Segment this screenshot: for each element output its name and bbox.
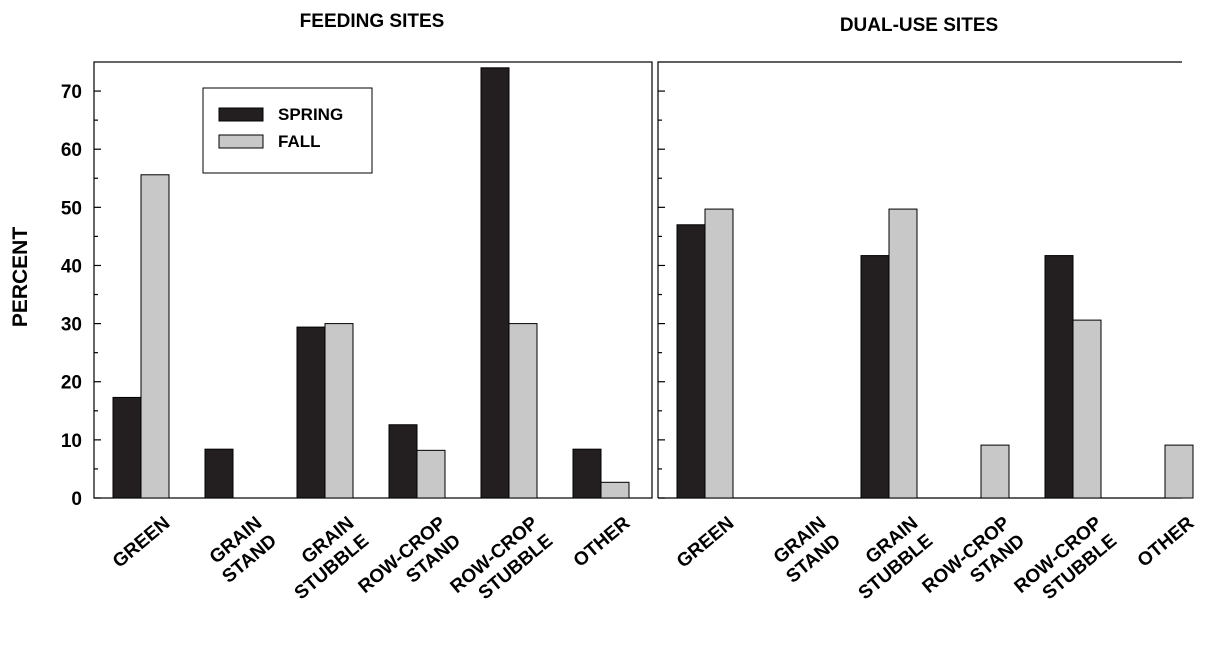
y-tick-label: 30 [61, 315, 82, 336]
y-tick-label: 60 [61, 140, 82, 161]
bar-fall-2 [888, 208, 918, 499]
y-tick-label: 10 [61, 431, 82, 452]
legend-label-spring: SPRING [278, 105, 343, 124]
x-tick-label: GRAINSTUBBLE [840, 513, 937, 604]
bar-fall-0 [140, 174, 170, 499]
x-tick-label: GRAINSTUBBLE [276, 513, 373, 604]
y-tick-label: 50 [61, 198, 82, 219]
x-tick-label: OTHER [570, 513, 635, 572]
bar-spring-4 [1044, 255, 1074, 499]
legend-label-fall: FALL [278, 132, 321, 151]
bar-spring-3 [388, 424, 418, 499]
bar-spring-0 [676, 224, 706, 499]
x-tick-label: ROW-CROPSTAND [355, 513, 466, 616]
chart-panel-2: DUAL-USE SITES GREEN GRAINSTAND GRAINSTUBBL… [657, 15, 1199, 616]
bar-fall-4 [508, 323, 538, 499]
bar-spring-5 [572, 448, 602, 499]
bar-spring-1 [204, 448, 234, 499]
bar-fall-0 [704, 208, 734, 499]
bar-fall-3 [416, 449, 446, 499]
bar-spring-4 [480, 67, 510, 499]
x-tick-label: GRAINSTAND [204, 513, 281, 588]
x-tick-label: GREEN [673, 513, 738, 573]
chart-title: FEEDING SITES [300, 11, 445, 32]
bar-spring-2 [860, 255, 890, 499]
bar-spring-0 [112, 396, 142, 499]
plot-frame [93, 61, 653, 499]
legend-swatch-fall [218, 134, 264, 149]
x-tick-label-line: GREEN [673, 513, 738, 573]
bar-fall-5 [600, 481, 630, 499]
y-tick-label: 0 [71, 489, 82, 510]
bar-spring-2 [296, 326, 326, 499]
chart-panel-1: FEEDING SITES 0 10 20 30 40 50 60 70 PERCENT GREEN… [9, 11, 653, 616]
legend: SPRING FALL [202, 87, 373, 174]
y-tick-label: 40 [61, 256, 82, 277]
x-tick-label-line: OTHER [1134, 513, 1199, 572]
legend-box [202, 87, 373, 174]
chart-title: DUAL-USE SITES [840, 15, 998, 36]
y-tick-label: 20 [61, 373, 82, 394]
y-axis-label: PERCENT [9, 227, 32, 328]
plot-frame [657, 61, 1182, 498]
bar-fall-4 [1072, 319, 1102, 499]
x-tick-label: ROW-CROPSTUBBLE [447, 513, 558, 616]
bar-fall-2 [324, 323, 354, 499]
y-tick-label: 70 [61, 82, 82, 103]
x-tick-label-line: GREEN [109, 513, 174, 573]
x-tick-label: GREEN [109, 513, 174, 573]
x-tick-label: OTHER [1134, 513, 1199, 572]
bar-fall-3 [980, 444, 1010, 499]
x-tick-label: GRAINSTAND [768, 513, 845, 588]
x-tick-label-line: OTHER [570, 513, 635, 572]
bar-fall-5 [1164, 444, 1194, 499]
legend-swatch-spring [218, 107, 264, 122]
x-tick-label: ROW-CROPSTUBBLE [1011, 513, 1122, 616]
x-tick-label: ROW-CROPSTAND [919, 513, 1030, 616]
